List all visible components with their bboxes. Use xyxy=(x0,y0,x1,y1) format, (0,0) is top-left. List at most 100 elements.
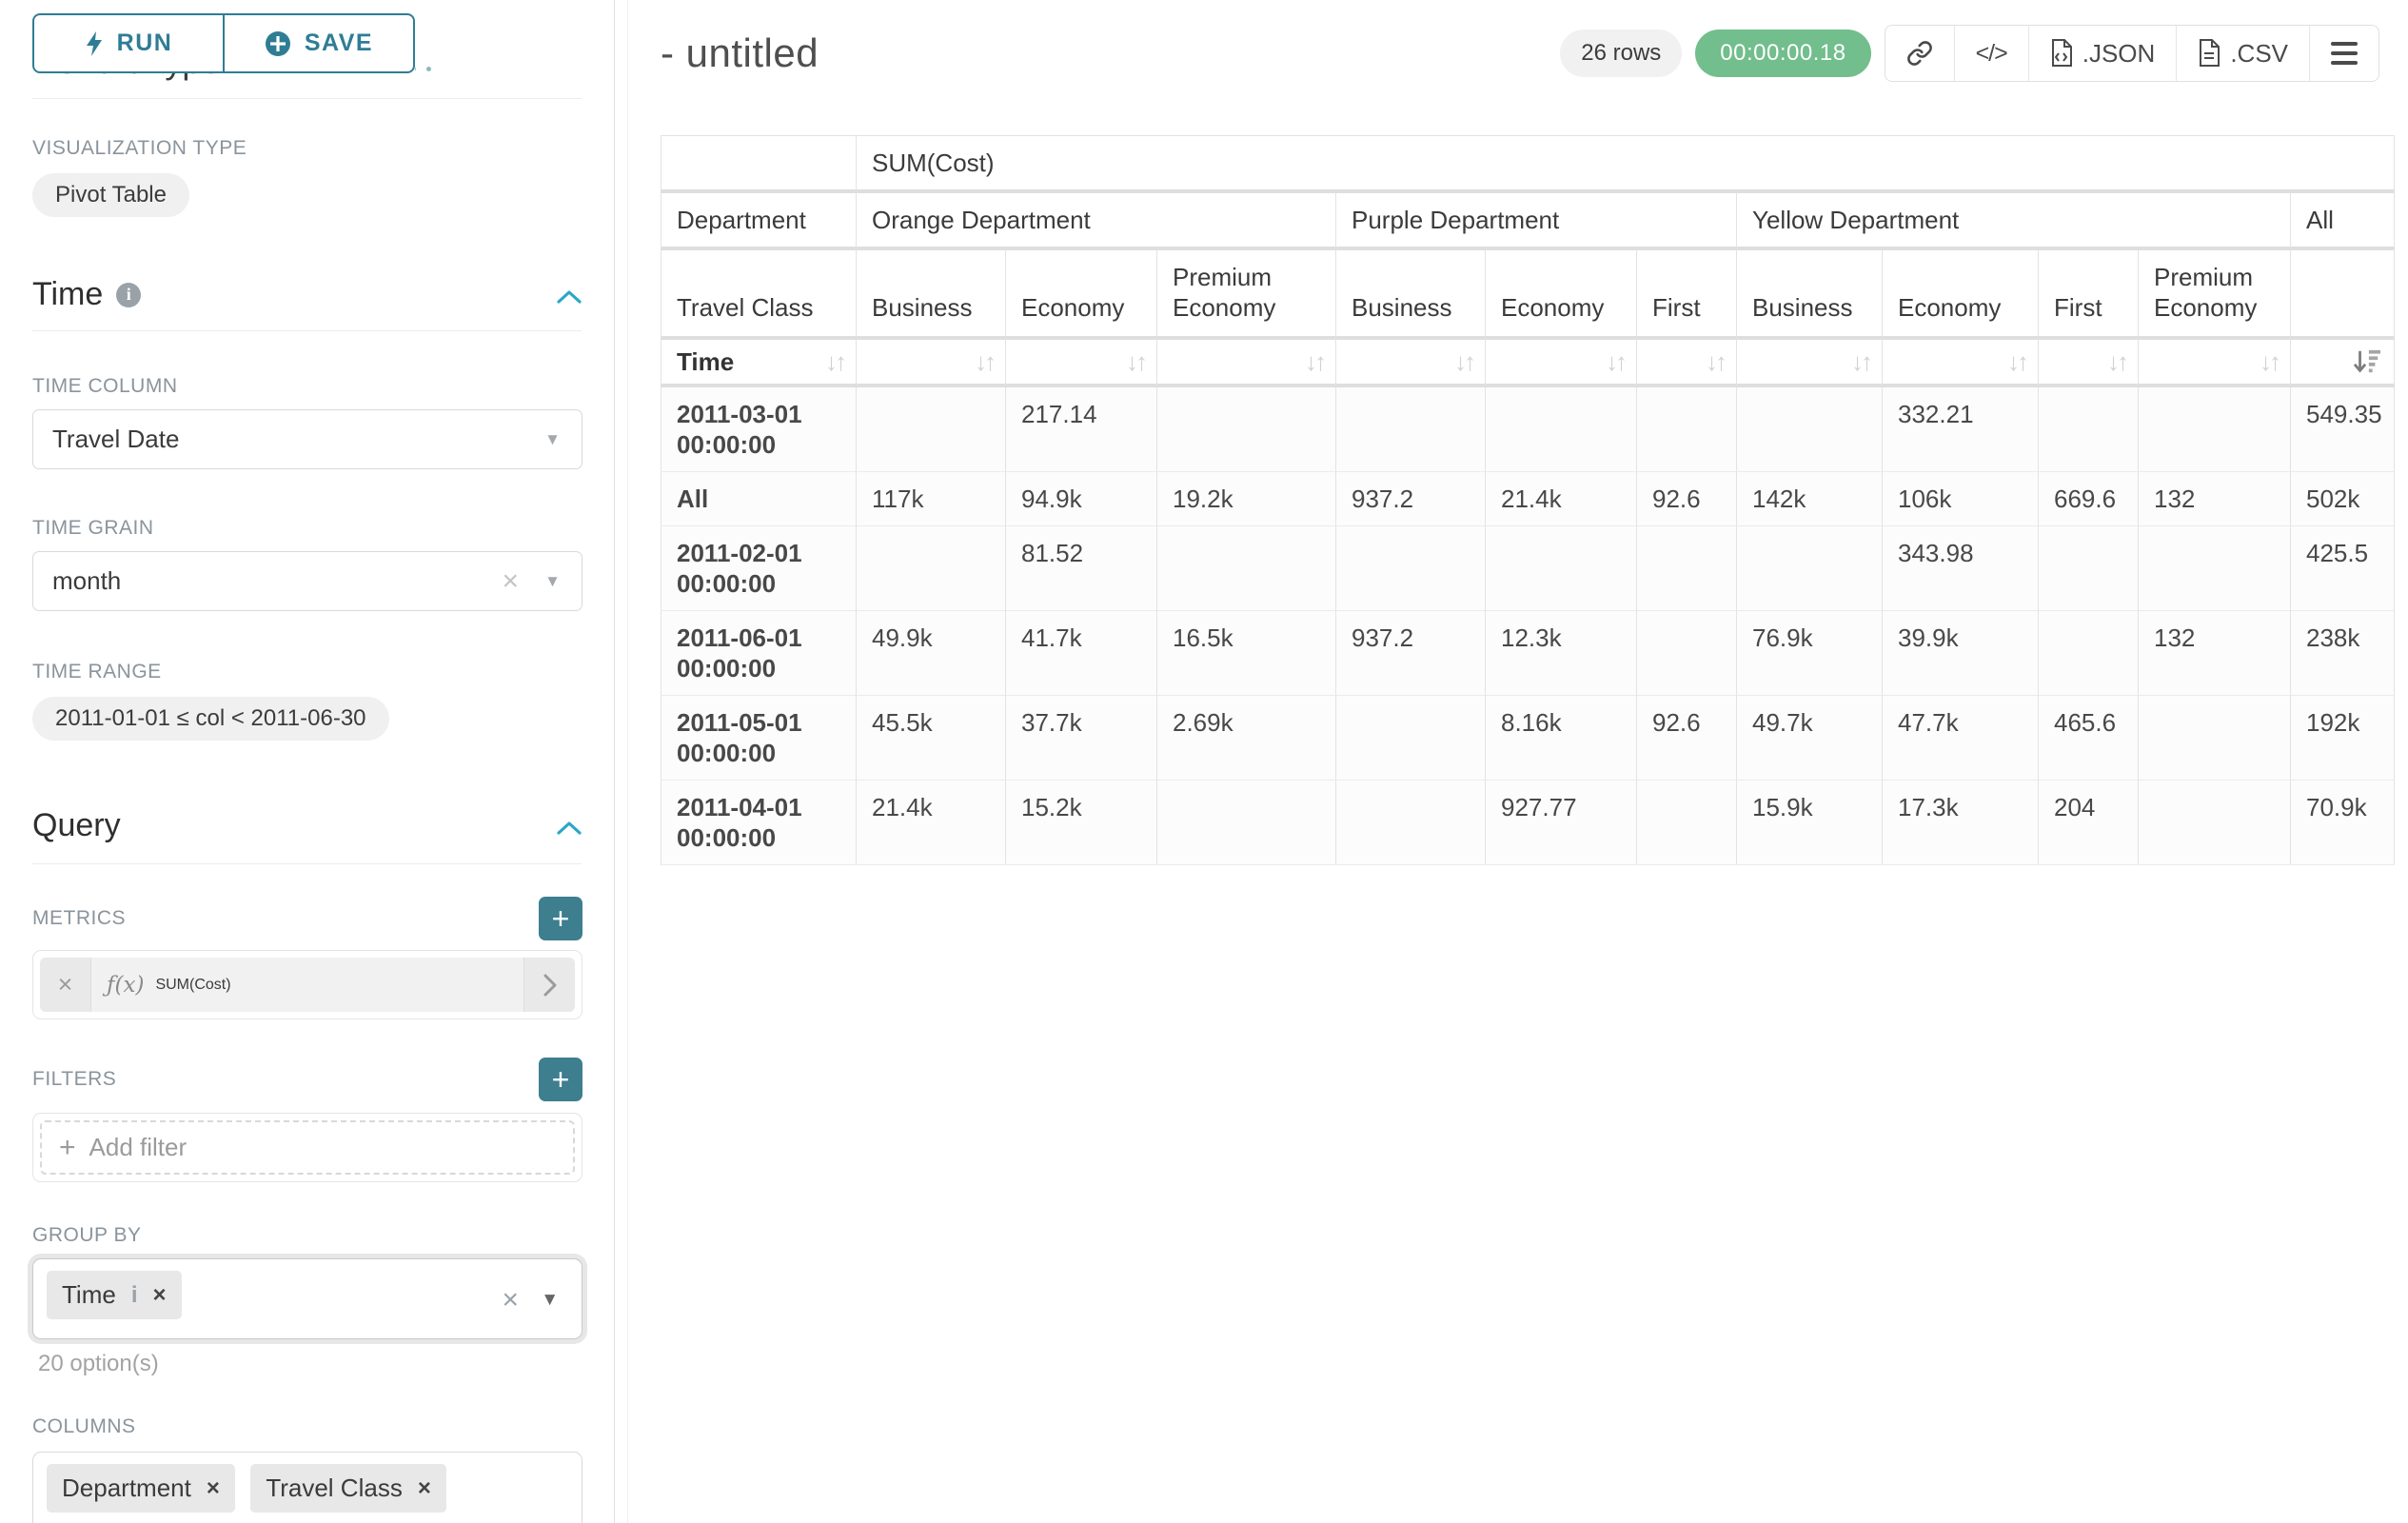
time-dim-label: Time xyxy=(677,347,735,376)
column-sort-header[interactable]: ↓↑ xyxy=(1336,340,1486,387)
pivot-cell: 117k xyxy=(857,472,1006,526)
column-sort-header[interactable]: ↓↑ xyxy=(2139,340,2291,387)
class-header: Business xyxy=(857,250,1006,340)
time-sort-header[interactable]: Time ↓↑ xyxy=(661,340,857,387)
tag-label: Travel Class xyxy=(266,1474,403,1502)
pivot-cell: 465.6 xyxy=(2039,696,2139,781)
row-label: 2011-05-01 00:00:00 xyxy=(661,696,857,781)
expand-metric-icon[interactable] xyxy=(523,958,575,1012)
column-sort-header[interactable]: ↓↑ xyxy=(1157,340,1336,387)
row-label: 2011-02-01 00:00:00 xyxy=(661,526,857,611)
pivot-cell: 47.7k xyxy=(1883,696,2039,781)
export-csv-button[interactable]: .CSV xyxy=(2176,26,2309,81)
run-button[interactable]: RUN xyxy=(32,13,224,73)
columns-label: COLUMNS xyxy=(32,1415,136,1437)
pivot-cell: 217.14 xyxy=(1006,387,1157,472)
pivot-cell: 15.9k xyxy=(1737,781,1883,865)
pivot-cell xyxy=(1637,526,1737,611)
save-button[interactable]: SAVE xyxy=(224,13,415,73)
pivot-cell xyxy=(2039,387,2139,472)
pivot-cell: 41.7k xyxy=(1006,611,1157,696)
column-sort-header[interactable]: ↓↑ xyxy=(1883,340,2039,387)
export-json-button[interactable]: .JSON xyxy=(2027,26,2177,81)
remove-tag-icon[interactable]: × xyxy=(417,1474,431,1501)
pivot-cell xyxy=(1336,781,1486,865)
results-pane: - untitled 26 rows 00:00:00.18 </> .JSON xyxy=(628,0,2408,1523)
pivot-cell: 19.2k xyxy=(1157,472,1336,526)
pivot-cell: 17.3k xyxy=(1883,781,2039,865)
copy-link-button[interactable] xyxy=(1885,26,1954,81)
time-section-title: Time xyxy=(32,276,104,312)
time-column-select[interactable]: Travel Date ▼ xyxy=(32,409,582,469)
columns-select[interactable]: Department × Travel Class × × ▼ xyxy=(32,1452,582,1523)
panel-resize-gutter[interactable] xyxy=(615,0,628,1523)
remove-tag-icon[interactable]: × xyxy=(152,1281,167,1308)
column-sort-header[interactable]: ↓↑ xyxy=(1006,340,1157,387)
pivot-cell: 343.98 xyxy=(1883,526,2039,611)
export-csv-label: .CSV xyxy=(2230,38,2288,68)
json-file-icon xyxy=(2051,39,2072,67)
time-column-label: TIME COLUMN xyxy=(32,375,178,397)
pivot-cell: 94.9k xyxy=(1006,472,1157,526)
add-metric-button[interactable]: + xyxy=(539,897,582,940)
pivot-cell: 2.69k xyxy=(1157,696,1336,781)
pivot-cell xyxy=(1336,387,1486,472)
sort-icon: ↓↑ xyxy=(825,347,847,376)
hamburger-icon xyxy=(2331,42,2358,65)
chevron-up-icon[interactable] xyxy=(557,807,582,844)
plus-circle-icon xyxy=(265,30,290,56)
metrics-container: × ƒ(x) SUM(Cost) xyxy=(32,950,582,1019)
query-section-header[interactable]: Query xyxy=(32,807,582,844)
column-sort-header[interactable]: ↓↑ xyxy=(1737,340,1883,387)
caret-down-icon[interactable]: ▼ xyxy=(544,571,561,590)
add-filter-plus-button[interactable]: + xyxy=(539,1058,582,1101)
chart-title[interactable]: - untitled xyxy=(661,30,819,75)
pivot-cell xyxy=(2039,611,2139,696)
time-grain-select[interactable]: month × ▼ xyxy=(32,551,582,611)
sort-icon: ↓↑ xyxy=(1305,347,1327,376)
add-filter-button[interactable]: + Add filter xyxy=(40,1120,575,1175)
plus-icon: + xyxy=(59,1131,76,1163)
filters-label: FILTERS xyxy=(32,1068,117,1090)
sort-row: Time ↓↑ ↓↑ ↓↑ ↓↑ ↓↑ ↓↑ ↓↑ ↓↑ ↓↑ ↓↑ ↓↑ xyxy=(661,340,2395,387)
time-range-pill[interactable]: 2011-01-01 ≤ col < 2011-06-30 xyxy=(32,697,389,741)
column-sort-header[interactable]: ↓↑ xyxy=(2039,340,2139,387)
pivot-cell: 49.7k xyxy=(1737,696,1883,781)
column-sort-header-all[interactable] xyxy=(2291,340,2395,387)
remove-tag-icon[interactable]: × xyxy=(206,1474,220,1501)
column-sort-header[interactable]: ↓↑ xyxy=(857,340,1006,387)
pivot-cell: 81.52 xyxy=(1006,526,1157,611)
pivot-cell: 37.7k xyxy=(1006,696,1157,781)
pivot-cell xyxy=(2139,781,2291,865)
caret-down-icon[interactable]: ▼ xyxy=(544,429,561,448)
sort-icon: ↓↑ xyxy=(1454,347,1476,376)
row-label: All xyxy=(661,472,857,526)
clear-icon[interactable]: × xyxy=(502,1284,519,1315)
view-query-button[interactable]: </> xyxy=(1953,26,2028,81)
column-sort-header[interactable]: ↓↑ xyxy=(1637,340,1737,387)
class-header: Business xyxy=(1737,250,1883,340)
pivot-cell: 204 xyxy=(2039,781,2139,865)
time-section-header[interactable]: Time i xyxy=(32,276,582,313)
clear-icon[interactable]: × xyxy=(502,1521,519,1523)
visualization-type-pill[interactable]: Pivot Table xyxy=(32,173,189,217)
table-row: 2011-05-01 00:00:00 45.5k 37.7k 2.69k 8.… xyxy=(661,696,2395,781)
class-header: First xyxy=(1637,250,1737,340)
caret-down-icon[interactable]: ▼ xyxy=(541,1290,559,1310)
column-sort-header[interactable]: ↓↑ xyxy=(1486,340,1637,387)
group-header-all: All xyxy=(2291,193,2395,250)
sort-descending-icon xyxy=(2353,349,2380,373)
pivot-cell: 238k xyxy=(2291,611,2395,696)
clear-icon[interactable]: × xyxy=(502,564,519,597)
pivot-cell: 49.9k xyxy=(857,611,1006,696)
metric-body[interactable]: ƒ(x) SUM(Cost) xyxy=(91,958,523,1012)
chevron-up-icon[interactable] xyxy=(557,276,582,313)
more-menu-button[interactable] xyxy=(2309,26,2378,81)
remove-metric-icon[interactable]: × xyxy=(40,958,91,1012)
group-by-select[interactable]: Time i × × ▼ xyxy=(32,1258,582,1339)
metric-chip[interactable]: × ƒ(x) SUM(Cost) xyxy=(40,958,575,1012)
pivot-cell: 21.4k xyxy=(857,781,1006,865)
pivot-cell xyxy=(1157,781,1336,865)
table-row: 2011-03-01 00:00:00 217.14 332.21 549.35 xyxy=(661,387,2395,472)
